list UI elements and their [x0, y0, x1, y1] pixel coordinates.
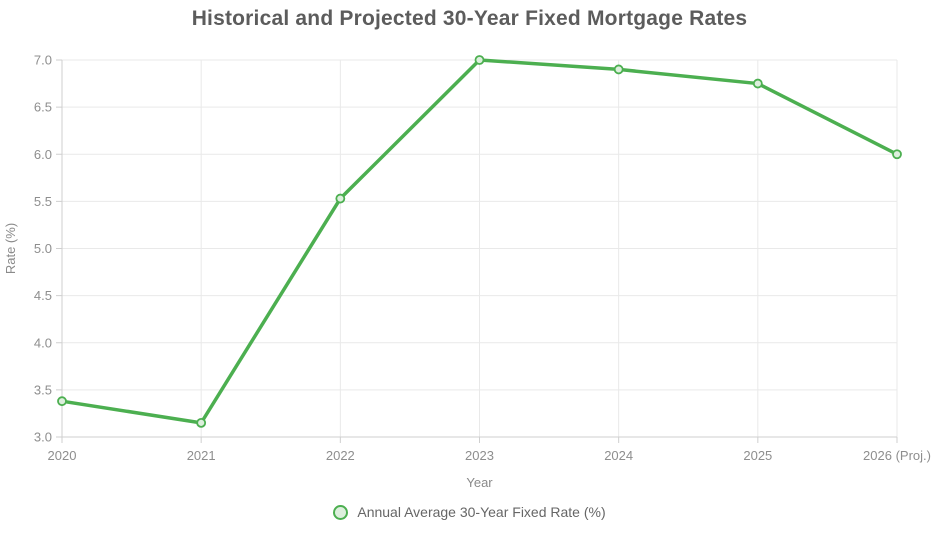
y-tick-label: 6.5 — [34, 100, 52, 115]
legend-label: Annual Average 30-Year Fixed Rate (%) — [357, 504, 606, 520]
data-point — [196, 417, 207, 428]
line-chart-canvas: 3.0 3.5 4.0 4.5 5.0 5.5 6.0 6.5 7.0 2020 2021 2022 2… — [3, 53, 931, 491]
legend-item[interactable]: Annual Average 30-Year Fixed Rate (%) — [333, 504, 606, 520]
y-tick-label: 4.5 — [34, 288, 52, 303]
x-tick-label: 2024 — [604, 448, 633, 463]
legend: Annual Average 30-Year Fixed Rate (%) — [0, 504, 939, 520]
data-point — [474, 55, 485, 65]
x-tick-label: 2025 — [743, 448, 772, 463]
x-tick-label: 2026 (Proj.) — [863, 448, 931, 463]
data-point — [613, 64, 624, 75]
data-point — [892, 149, 902, 160]
data-point — [335, 193, 346, 204]
x-tick-label: 2021 — [187, 448, 216, 463]
y-tick-label: 4.0 — [34, 335, 52, 350]
x-tick-label: 2023 — [465, 448, 494, 463]
y-tick-label: 5.5 — [34, 194, 52, 209]
y-tick-label: 3.5 — [34, 382, 52, 397]
x-tick-label: 2020 — [48, 448, 77, 463]
data-point — [57, 396, 67, 407]
chart-title: Historical and Projected 30-Year Fixed M… — [191, 7, 748, 30]
y-tick-label: 7.0 — [34, 53, 52, 68]
y-tick-label: 5.0 — [34, 241, 52, 256]
data-point — [752, 78, 763, 89]
legend-circle-marker-icon — [333, 504, 349, 520]
y-tick-label: 6.0 — [34, 147, 52, 162]
x-tick-label: 2022 — [326, 448, 355, 463]
y-tick-label: 3.0 — [34, 430, 52, 445]
x-axis-title: Year — [466, 475, 493, 490]
y-axis-title: Rate (%) — [3, 223, 18, 274]
